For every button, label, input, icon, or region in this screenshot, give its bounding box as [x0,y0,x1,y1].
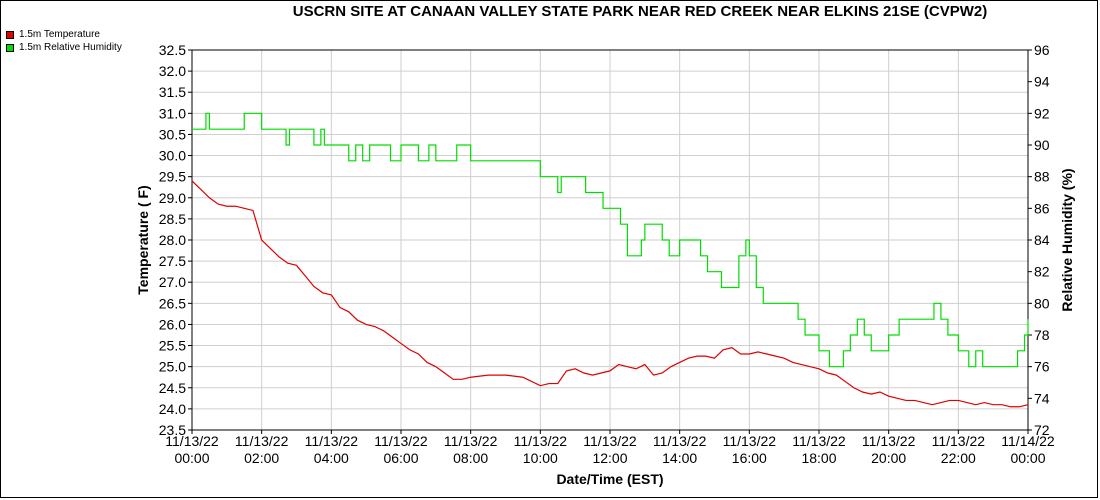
y-right-tick-label: 86 [1034,200,1050,216]
chart-title: USCRN SITE AT CANAAN VALLEY STATE PARK N… [293,3,988,20]
y-right-tick-label: 92 [1034,105,1050,121]
y-left-tick-label: 30.5 [159,126,186,142]
y-axis-right-label: Relative Humidity (%) [1059,168,1075,311]
legend-label-temperature: 1.5m Temperature [19,29,100,40]
y-left-tick-label: 31.0 [159,105,186,121]
y-right-tick-label: 72 [1034,422,1050,438]
x-tick-label-date: 11/13/22 [862,433,916,449]
x-axis: 11/13/2200:0011/13/2202:0011/13/2204:001… [165,430,1055,466]
legend-item-temperature: 1.5m Temperature [6,28,122,41]
x-tick-label-date: 11/13/22 [514,433,568,449]
y-right-tick-label: 94 [1034,74,1050,90]
x-tick-label-time: 12:00 [592,450,627,466]
y-right-tick-label: 76 [1034,359,1050,375]
y-left-tick-label: 24.5 [159,380,186,396]
y-left-tick-label: 26.0 [159,316,186,332]
left-axis: 23.5 24.0 24.5 25.0 25.5 26.0 26.5 27.0 27.5 28.0… [159,42,192,438]
x-tick-label-date: 11/13/22 [305,433,359,449]
y-right-tick-label: 74 [1034,390,1050,406]
x-tick-label-time: 14:00 [662,450,697,466]
x-tick-label-time: 22:00 [941,450,976,466]
y-left-tick-label: 25.0 [159,359,186,375]
y-left-tick-label: 32.5 [159,42,186,58]
legend-swatch-temperature [6,30,14,39]
x-tick-label-date: 11/13/22 [444,433,498,449]
x-tick-label-time: 00:00 [174,450,209,466]
right-axis: 72 74 76 78 80 82 84 86 88 90 92 94 96 [1028,42,1050,438]
x-tick-label-date: 11/13/22 [723,433,777,449]
y-left-tick-label: 27.5 [159,253,186,269]
series-line-humidity [192,112,1029,368]
x-tick-label-date: 11/13/22 [165,433,219,449]
y-left-tick-label: 31.5 [159,84,186,100]
x-tick-label-date: 11/13/22 [583,433,637,449]
x-tick-label-date: 11/13/22 [653,433,707,449]
x-tick-label-date: 11/13/22 [235,433,289,449]
x-tick-label-date: 11/13/22 [792,433,846,449]
x-tick-label-time: 02:00 [244,450,279,466]
y-right-tick-label: 90 [1034,137,1050,153]
y-axis-left-label: Temperature ( F) [135,185,151,294]
y-left-tick-label: 29.5 [159,169,186,185]
y-left-tick-label: 29.0 [159,190,186,206]
y-left-tick-label: 26.5 [159,295,186,311]
grid [191,49,1029,431]
legend-swatch-humidity [6,43,14,52]
y-left-tick-label: 28.0 [159,232,186,248]
x-tick-label-time: 08:00 [453,450,488,466]
y-right-tick-label: 78 [1034,327,1050,343]
x-tick-label-date: 11/14/22 [1001,433,1055,449]
y-left-tick-label: 25.5 [159,338,186,354]
legend: 1.5m Temperature 1.5m Relative Humidity [6,28,122,54]
x-tick-label-time: 00:00 [1010,450,1045,466]
y-left-tick-label: 24.0 [159,401,186,417]
y-left-tick-label: 23.5 [159,422,186,438]
x-tick-label-date: 11/13/22 [932,433,986,449]
x-axis-label: Date/Time (EST) [556,471,663,487]
y-right-tick-label: 84 [1034,232,1050,248]
legend-item-humidity: 1.5m Relative Humidity [6,41,122,54]
x-tick-label-time: 10:00 [523,450,558,466]
y-right-tick-label: 80 [1034,295,1050,311]
x-tick-label-time: 06:00 [383,450,418,466]
x-tick-label-time: 16:00 [732,450,767,466]
y-right-tick-label: 88 [1034,169,1050,185]
x-tick-label-time: 18:00 [801,450,836,466]
y-left-tick-label: 28.5 [159,211,186,227]
x-tick-label-time: 04:00 [314,450,349,466]
y-left-tick-label: 32.0 [159,63,186,79]
y-left-tick-label: 27.0 [159,274,186,290]
legend-label-humidity: 1.5m Relative Humidity [19,42,122,53]
y-right-tick-label: 82 [1034,264,1050,280]
x-tick-label-date: 11/13/22 [374,433,428,449]
x-tick-label-time: 20:00 [871,450,906,466]
series [191,112,1029,408]
y-right-tick-label: 96 [1034,42,1050,58]
y-left-tick-label: 30.0 [159,148,186,164]
series-line-temperature [191,180,1029,408]
